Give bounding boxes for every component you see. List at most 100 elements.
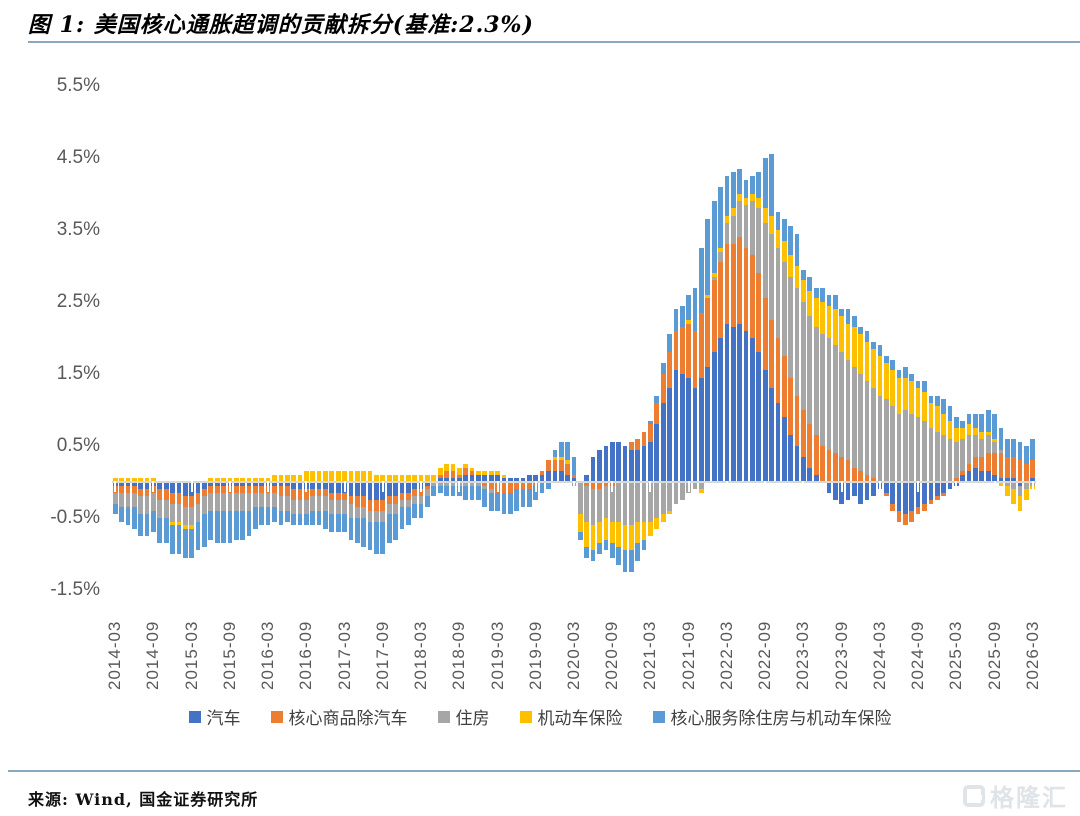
bar-segment xyxy=(437,474,443,479)
bar-segment xyxy=(813,327,819,436)
bar-segment xyxy=(896,377,902,414)
bar-segment xyxy=(393,514,398,540)
bar-segment xyxy=(418,496,424,504)
bar-segment xyxy=(705,294,711,299)
legend-label: 汽车 xyxy=(206,709,241,728)
bar-segment xyxy=(597,482,602,490)
legend-label: 住房 xyxy=(455,709,490,728)
bar-segment xyxy=(597,449,602,482)
bar-segment xyxy=(584,482,590,486)
bar-segment xyxy=(399,507,405,529)
bar-segment xyxy=(272,492,277,508)
bar-segment xyxy=(170,503,175,522)
bar-segment xyxy=(278,482,284,486)
bar-segment xyxy=(138,482,144,490)
bar-segment xyxy=(852,482,857,497)
bar-segment xyxy=(686,323,692,378)
bar-segment xyxy=(253,478,258,482)
bar-segment xyxy=(603,482,609,486)
bar-segment xyxy=(743,197,749,205)
bar-segment xyxy=(119,485,124,493)
axis-tick xyxy=(152,481,155,492)
bar-segment xyxy=(354,496,360,508)
bar-segment xyxy=(641,482,647,522)
bar-segment xyxy=(546,460,551,472)
bar-segment xyxy=(718,338,723,482)
bar-segment xyxy=(386,514,392,544)
bar-segment xyxy=(246,510,252,536)
bar-segment xyxy=(367,482,373,500)
bar-segment xyxy=(915,507,921,515)
bar-segment xyxy=(450,478,456,482)
x-tick-label: 2020-03 xyxy=(564,620,583,690)
axis-tick xyxy=(993,481,996,492)
bar-segment xyxy=(170,521,175,526)
bar-segment xyxy=(1017,485,1023,497)
bar-segment xyxy=(584,485,590,522)
bar-segment xyxy=(762,298,768,371)
bar-segment xyxy=(119,482,124,486)
bar-segment xyxy=(284,482,290,486)
bar-segment xyxy=(960,428,966,439)
bar-segment xyxy=(278,474,284,482)
bar-segment xyxy=(877,345,883,356)
bar-segment xyxy=(112,478,118,482)
bar-segment xyxy=(488,471,494,475)
bar-segment xyxy=(565,460,570,464)
bar-segment xyxy=(826,449,832,482)
bar-segment xyxy=(552,449,558,457)
bar-segment xyxy=(992,442,997,454)
bar-segment xyxy=(896,482,902,511)
bar-segment xyxy=(826,482,832,493)
bar-segment xyxy=(973,413,978,428)
bar-segment xyxy=(953,428,959,443)
bar-segment xyxy=(750,201,755,256)
bar-segment xyxy=(590,550,596,562)
bar-segment xyxy=(507,482,513,493)
bar-segment xyxy=(858,334,864,374)
axis-tick xyxy=(611,481,614,492)
bar-segment xyxy=(883,363,889,400)
bar-segment xyxy=(1017,460,1023,482)
x-tick-label: 2023-03 xyxy=(793,620,813,690)
bar-segment xyxy=(304,500,309,515)
bar-segment xyxy=(992,453,997,475)
bar-segment xyxy=(138,496,144,515)
bar-segment xyxy=(966,424,972,436)
bar-segment xyxy=(724,244,730,324)
bar-segment xyxy=(1024,464,1029,482)
bar-segment xyxy=(412,489,418,497)
bar-segment xyxy=(660,363,666,374)
bar-segment xyxy=(558,456,564,461)
bar-segment xyxy=(871,478,876,482)
bar-segment xyxy=(769,154,774,216)
gelonghui-logo-icon xyxy=(963,784,985,807)
bar-segment xyxy=(590,489,596,526)
bar-segment xyxy=(998,478,1004,482)
bar-segment xyxy=(648,442,653,482)
bar-segment xyxy=(259,507,265,526)
bar-segment xyxy=(622,550,628,572)
bar-segment xyxy=(788,255,794,277)
bar-segment xyxy=(125,482,131,486)
bar-segment xyxy=(310,496,316,511)
bar-segment xyxy=(903,366,908,378)
top-divider-line xyxy=(28,41,1080,43)
legend-label: 机动车保险 xyxy=(537,709,623,728)
bar-segment xyxy=(686,377,692,482)
bar-segment xyxy=(533,485,539,500)
bar-segment xyxy=(820,287,825,302)
bar-segment xyxy=(265,492,271,508)
x-tick-label: 2018-03 xyxy=(411,620,431,690)
bar-segment xyxy=(291,482,296,490)
bar-segment xyxy=(985,453,991,472)
bar-segment xyxy=(915,417,921,482)
bar-segment xyxy=(915,482,921,508)
bar-segment xyxy=(495,474,500,482)
legend-item: 机动车保险 xyxy=(519,704,623,729)
bar-segment xyxy=(374,510,379,522)
bar-segment xyxy=(463,464,469,468)
bar-segment xyxy=(253,492,258,508)
x-tick-label: 2024-03 xyxy=(869,620,889,690)
bar-segment xyxy=(354,507,360,518)
